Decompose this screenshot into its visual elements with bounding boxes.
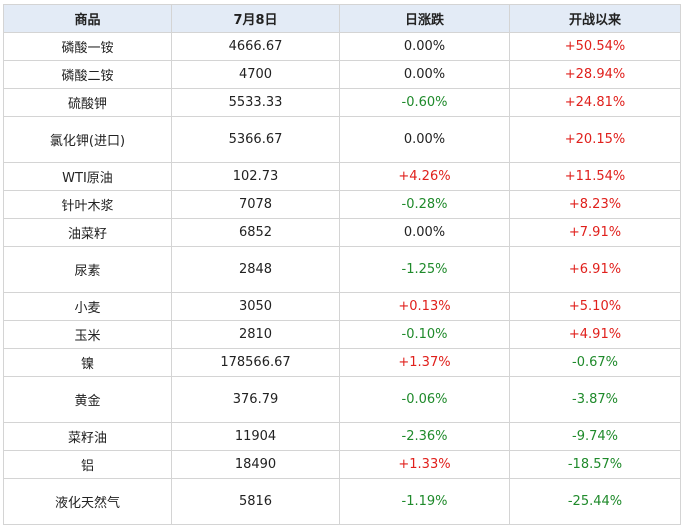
change-cell: +4.91% (509, 320, 681, 349)
change-cell: +4.26% (339, 162, 510, 191)
column-header: 日涨跌 (339, 4, 510, 33)
table-row: 液化天然气 5816 -1.19% -25.44% (3, 478, 681, 525)
header-row: 商品 7月8日 日涨跌 开战以来 (3, 4, 681, 33)
price-cell: 5816 (171, 478, 340, 525)
commodity-name: 铝 (3, 450, 172, 479)
change-cell: +1.33% (339, 450, 510, 479)
commodity-name: 氯化钾(进口) (3, 116, 172, 163)
price-cell: 7078 (171, 190, 340, 219)
change-cell: -25.44% (509, 478, 681, 525)
price-cell: 3050 (171, 292, 340, 321)
price-cell: 5533.33 (171, 88, 340, 117)
table-body: 磷酸一铵 4666.67 0.00% +50.54% 磷酸二铵 4700 0.00% +28.… (3, 32, 681, 525)
price-cell: 2810 (171, 320, 340, 349)
table-row: 尿素 2848 -1.25% +6.91% (3, 246, 681, 293)
commodity-name: WTI原油 (3, 162, 172, 191)
price-cell: 178566.67 (171, 348, 340, 377)
commodity-name: 针叶木浆 (3, 190, 172, 219)
commodity-name: 菜籽油 (3, 422, 172, 451)
commodity-name: 磷酸一铵 (3, 32, 172, 61)
change-cell: -0.67% (509, 348, 681, 377)
change-cell: 0.00% (339, 60, 510, 89)
change-cell: +8.23% (509, 190, 681, 219)
table-row: 菜籽油 11904 -2.36% -9.74% (3, 422, 681, 451)
column-header: 商品 (3, 4, 172, 33)
price-cell: 4700 (171, 60, 340, 89)
table-row: 黄金 376.79 -0.06% -3.87% (3, 376, 681, 423)
table-row: 镍 178566.67 +1.37% -0.67% (3, 348, 681, 377)
commodity-name: 尿素 (3, 246, 172, 293)
commodity-name: 磷酸二铵 (3, 60, 172, 89)
change-cell: 0.00% (339, 32, 510, 61)
change-cell: -18.57% (509, 450, 681, 479)
column-header: 7月8日 (171, 4, 340, 33)
table-row: 磷酸一铵 4666.67 0.00% +50.54% (3, 32, 681, 61)
price-cell: 4666.67 (171, 32, 340, 61)
table-row: 铝 18490 +1.33% -18.57% (3, 450, 681, 479)
change-cell: +7.91% (509, 218, 681, 247)
commodity-name: 小麦 (3, 292, 172, 321)
table-row: 氯化钾(进口) 5366.67 0.00% +20.15% (3, 116, 681, 163)
change-cell: -9.74% (509, 422, 681, 451)
change-cell: -1.19% (339, 478, 510, 525)
price-table: 商品 7月8日 日涨跌 开战以来 磷酸一铵 4666.67 0.00% +50.54% 磷酸二… (3, 4, 681, 525)
price-cell: 5366.67 (171, 116, 340, 163)
commodity-name: 液化天然气 (3, 478, 172, 525)
price-cell: 18490 (171, 450, 340, 479)
price-cell: 6852 (171, 218, 340, 247)
change-cell: -1.25% (339, 246, 510, 293)
change-cell: +5.10% (509, 292, 681, 321)
table-row: 小麦 3050 +0.13% +5.10% (3, 292, 681, 321)
price-cell: 376.79 (171, 376, 340, 423)
change-cell: +0.13% (339, 292, 510, 321)
column-header: 开战以来 (509, 4, 681, 33)
table-row: 磷酸二铵 4700 0.00% +28.94% (3, 60, 681, 89)
table-row: 玉米 2810 -0.10% +4.91% (3, 320, 681, 349)
change-cell: +50.54% (509, 32, 681, 61)
commodity-name: 玉米 (3, 320, 172, 349)
table-row: 油菜籽 6852 0.00% +7.91% (3, 218, 681, 247)
change-cell: 0.00% (339, 116, 510, 163)
change-cell: -3.87% (509, 376, 681, 423)
commodity-name: 油菜籽 (3, 218, 172, 247)
table-row: WTI原油 102.73 +4.26% +11.54% (3, 162, 681, 191)
change-cell: -0.06% (339, 376, 510, 423)
change-cell: +28.94% (509, 60, 681, 89)
price-cell: 102.73 (171, 162, 340, 191)
table-row: 针叶木浆 7078 -0.28% +8.23% (3, 190, 681, 219)
change-cell: +11.54% (509, 162, 681, 191)
commodity-name: 黄金 (3, 376, 172, 423)
change-cell: +20.15% (509, 116, 681, 163)
price-cell: 11904 (171, 422, 340, 451)
commodity-name: 镍 (3, 348, 172, 377)
change-cell: -0.10% (339, 320, 510, 349)
change-cell: +1.37% (339, 348, 510, 377)
change-cell: -0.28% (339, 190, 510, 219)
commodity-name: 硫酸钾 (3, 88, 172, 117)
table-header: 商品 7月8日 日涨跌 开战以来 (3, 4, 681, 33)
change-cell: +24.81% (509, 88, 681, 117)
change-cell: -0.60% (339, 88, 510, 117)
table-row: 硫酸钾 5533.33 -0.60% +24.81% (3, 88, 681, 117)
change-cell: +6.91% (509, 246, 681, 293)
change-cell: 0.00% (339, 218, 510, 247)
change-cell: -2.36% (339, 422, 510, 451)
price-cell: 2848 (171, 246, 340, 293)
